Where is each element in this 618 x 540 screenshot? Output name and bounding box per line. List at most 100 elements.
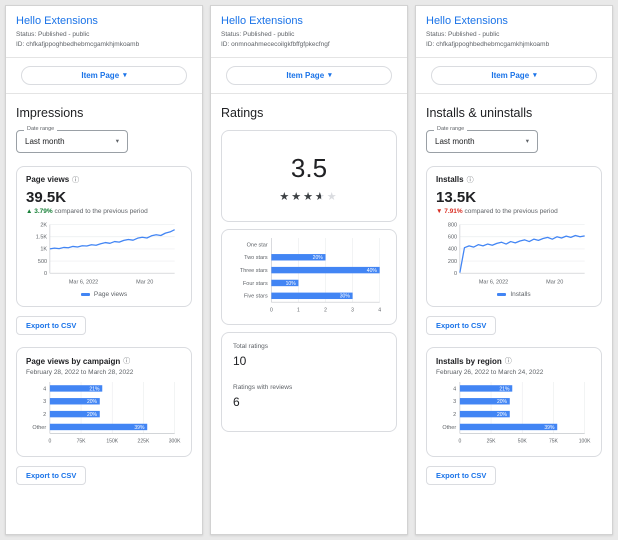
date-range-select[interactable]: Date range Last month ▾	[16, 126, 128, 153]
legend-label: Installs	[510, 291, 531, 299]
ratings-panel: Hello Extensions Status: Published - pub…	[210, 5, 408, 535]
stars-base: ★★★★★	[279, 190, 339, 203]
svg-text:1.5K: 1.5K	[36, 234, 48, 240]
divider	[6, 56, 202, 58]
svg-text:20%: 20%	[497, 412, 508, 418]
extension-id: ID: chfkafjppoghbedhebmcgamkhjmkoamb	[426, 40, 550, 48]
extension-title-link[interactable]: Hello Extensions	[426, 15, 508, 27]
svg-text:150K: 150K	[106, 439, 118, 445]
info-icon[interactable]: ⓘ	[123, 358, 131, 366]
divider	[211, 92, 407, 94]
star-rating: ★★★★★ ★★★★★	[279, 190, 339, 203]
svg-text:20%: 20%	[497, 399, 508, 405]
chart-legend: Installs	[436, 291, 592, 298]
svg-text:Other: Other	[442, 425, 456, 431]
svg-text:4: 4	[453, 386, 456, 392]
divider	[6, 92, 202, 94]
chevron-down-icon: ▾	[328, 72, 332, 79]
svg-text:Mar 6, 2022: Mar 6, 2022	[69, 279, 98, 285]
svg-text:39%: 39%	[134, 425, 145, 431]
svg-text:0: 0	[458, 439, 461, 445]
export-csv-button[interactable]: Export to CSV	[426, 466, 497, 486]
svg-text:75K: 75K	[77, 439, 87, 445]
chart-legend: Page views	[26, 291, 182, 298]
page-views-line-chart: 2K 1.5K 1K 500 0 Mar 6, 2022 Mar 20	[26, 220, 182, 290]
svg-text:2: 2	[43, 412, 46, 418]
divider	[416, 92, 612, 94]
trend-up-icon: ▲	[26, 207, 33, 215]
impressions-panel: Hello Extensions Status: Published - pub…	[5, 5, 203, 535]
average-rating-value: 3.5	[290, 152, 328, 183]
item-page-dropdown[interactable]: Item Page ▾	[431, 65, 597, 85]
item-page-dropdown[interactable]: Item Page ▾	[21, 65, 187, 85]
extension-title-link[interactable]: Hello Extensions	[221, 15, 303, 27]
svg-text:40%: 40%	[367, 267, 378, 273]
svg-text:One star: One star	[247, 242, 268, 248]
export-csv-button[interactable]: Export to CSV	[16, 316, 87, 336]
page-views-card: Page views ⓘ 39.5K ▲ 3.79% compared to t…	[16, 165, 192, 308]
info-icon[interactable]: ⓘ	[504, 358, 512, 366]
total-ratings-value: 10	[233, 354, 247, 369]
svg-text:800: 800	[448, 222, 457, 228]
panel-header: Hello Extensions Status: Published - pub…	[16, 15, 192, 50]
delta-value: 7.91%	[444, 207, 463, 215]
svg-text:600: 600	[448, 234, 457, 240]
delta-row: ▲ 3.79% compared to the previous period	[26, 208, 182, 215]
installs-panel: Hello Extensions Status: Published - pub…	[415, 5, 613, 535]
page-views-by-campaign-card: Page views by campaign ⓘ February 28, 20…	[16, 347, 192, 458]
extension-title-link[interactable]: Hello Extensions	[16, 15, 98, 27]
svg-text:Mar 20: Mar 20	[546, 279, 563, 285]
svg-text:25K: 25K	[487, 439, 497, 445]
svg-text:30%: 30%	[340, 293, 351, 299]
extension-status: Status: Published - public	[16, 31, 90, 38]
chevron-down-icon: ▾	[525, 138, 529, 145]
svg-text:500: 500	[38, 258, 47, 264]
panel-header: Hello Extensions Status: Published - pub…	[426, 15, 602, 50]
svg-text:2K: 2K	[40, 222, 47, 228]
chevron-down-icon: ▾	[115, 138, 119, 145]
export-csv-button[interactable]: Export to CSV	[426, 316, 497, 336]
svg-text:Two stars: Two stars	[244, 255, 268, 261]
extension-id: ID: chfkafjppoghbedhebmcgamkhjmkoamb	[16, 40, 140, 48]
legend-series-icon	[497, 293, 507, 296]
svg-text:2: 2	[324, 307, 327, 313]
installs-card: Installs ⓘ 13.5K ▼ 7.91% compared to the…	[426, 165, 602, 308]
card-title: Installs by region	[436, 356, 502, 366]
date-range-select[interactable]: Date range Last month ▾	[426, 126, 538, 153]
campaign-bar-chart: 0 75K 150K 225K 300K 4 21% 3 20% 2 20% Other 39%	[26, 382, 182, 448]
divider	[416, 56, 612, 58]
item-page-label: Item Page	[81, 70, 120, 80]
svg-text:Mar 6, 2022: Mar 6, 2022	[479, 279, 508, 285]
svg-text:20%: 20%	[313, 255, 324, 261]
svg-text:0: 0	[48, 439, 51, 445]
svg-text:50K: 50K	[518, 439, 528, 445]
extension-id: ID: onmnoahmececoilgkfbffgfpkecfngf	[221, 40, 330, 48]
svg-text:Mar 20: Mar 20	[136, 279, 153, 285]
svg-text:39%: 39%	[544, 425, 555, 431]
info-icon[interactable]: ⓘ	[466, 176, 474, 184]
svg-text:3: 3	[43, 399, 46, 405]
ratings-with-reviews-value: 6	[233, 395, 240, 410]
svg-text:Five stars: Five stars	[244, 293, 268, 299]
card-date-range: February 26, 2022 to March 24, 2022	[436, 369, 544, 377]
info-icon[interactable]: ⓘ	[72, 176, 80, 184]
svg-text:2: 2	[453, 412, 456, 418]
date-range-label: Date range	[24, 126, 58, 132]
date-range-value: Last month	[25, 136, 65, 146]
svg-text:75K: 75K	[549, 439, 559, 445]
legend-series-icon	[80, 293, 90, 296]
card-date-range: February 28, 2022 to March 28, 2022	[26, 369, 134, 377]
svg-text:10%: 10%	[286, 280, 297, 286]
item-page-dropdown[interactable]: Item Page ▾	[226, 65, 392, 85]
delta-value: 3.79%	[34, 207, 53, 215]
svg-text:0: 0	[454, 271, 457, 277]
export-csv-button[interactable]: Export to CSV	[16, 466, 87, 486]
svg-text:400: 400	[448, 246, 457, 252]
installs-value: 13.5K	[436, 188, 477, 206]
installs-line-chart: 800 600 400 200 0 Mar 6, 2022 Mar 20	[436, 220, 592, 290]
ratings-distribution-card: 0 1 2 3 4 One star Two stars 20% Three stars 40% F…	[221, 228, 397, 326]
date-range-value: Last month	[435, 136, 475, 146]
date-range-label: Date range	[434, 126, 468, 132]
section-title-ratings: Ratings	[221, 105, 264, 120]
svg-text:20%: 20%	[87, 412, 98, 418]
